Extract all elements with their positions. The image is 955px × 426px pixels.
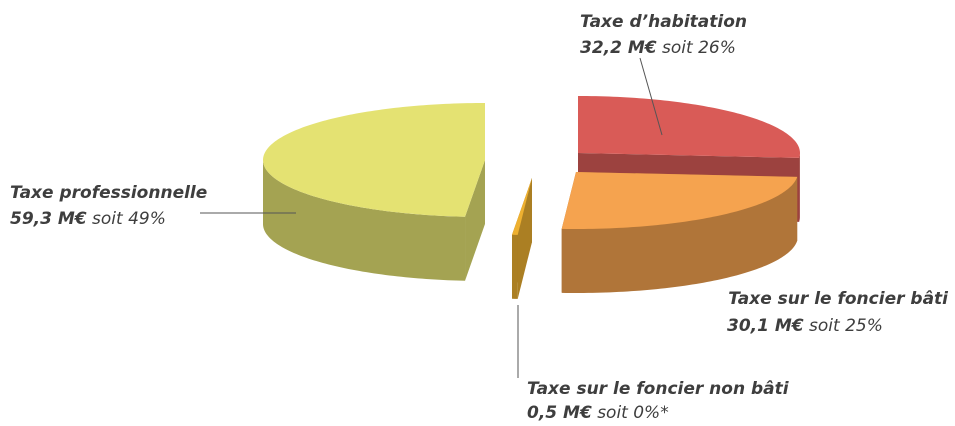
slice-value: 0,5 M€ soit 0%* — [527, 403, 669, 423]
slice-value: 32,2 M€ soit 26% — [580, 38, 736, 58]
slice — [578, 96, 800, 158]
value-label: 0,5 M€ — [527, 403, 592, 423]
leader-line — [639, 57, 663, 136]
slice-value: 59,3 M€ soit 49% — [10, 209, 166, 229]
category-label: Taxe sur le foncier non bâti — [527, 379, 790, 399]
slice-label: Taxe d’habitation — [580, 12, 747, 32]
value-label: 59,3 M€ — [10, 209, 87, 229]
category-label: Taxe professionnelle — [10, 183, 207, 203]
slice-wall — [512, 234, 518, 299]
category-label: Taxe d’habitation — [580, 12, 747, 32]
share-label: soit 26% — [662, 38, 736, 58]
slice-label: Taxe sur le foncier bâti — [728, 289, 949, 309]
slice — [512, 178, 532, 235]
slice — [263, 103, 485, 217]
value-label: 30,1 M€ — [727, 316, 804, 336]
slice-wall — [799, 153, 800, 222]
slice-label: Taxe sur le foncier non bâti — [527, 379, 790, 399]
slice-wall — [263, 160, 466, 281]
slice-value: 30,1 M€ soit 25% — [727, 316, 883, 336]
slice — [561, 172, 798, 229]
share-label: soit 0%* — [597, 403, 669, 423]
value-label: 32,2 M€ — [580, 38, 657, 58]
share-label: soit 25% — [809, 316, 883, 336]
slice-wall — [561, 176, 798, 293]
pie — [263, 96, 800, 299]
slice-side — [465, 160, 485, 281]
share-label: soit 49% — [92, 209, 166, 229]
slice-label: Taxe professionnelle — [10, 183, 207, 203]
category-label: Taxe sur le foncier bâti — [728, 289, 949, 309]
